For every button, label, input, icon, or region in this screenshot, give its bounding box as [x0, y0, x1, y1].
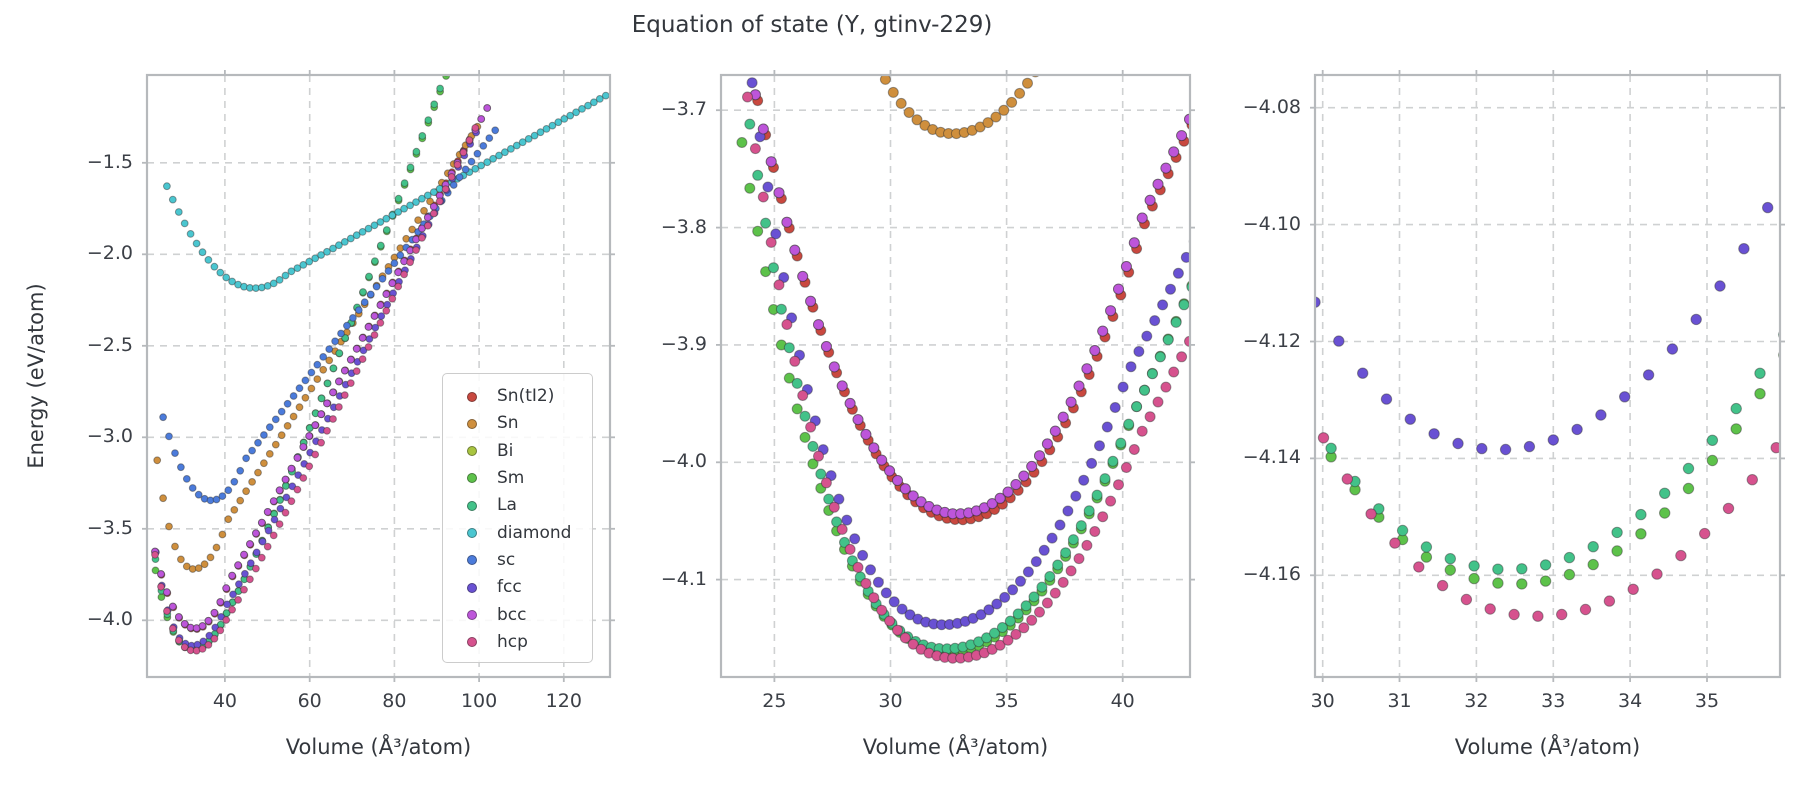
ytick-label-mid-zoom: −3.7: [660, 98, 707, 121]
legend-item-sc: sc: [467, 547, 584, 574]
legend-item-hcp: hcp: [467, 629, 584, 656]
axes-spines: [719, 73, 1192, 679]
legend-item-label: Bi: [497, 440, 514, 461]
series-la: [740, 75, 1190, 655]
series-sn: [153, 122, 482, 573]
panel-overview: [142, 70, 615, 682]
legend-item-label: Sm: [497, 467, 525, 488]
xtick-label-overview: 100: [460, 690, 498, 712]
legend: Sn(tI2) Sn Bi Sm La diamond sc fcc bcc hcp: [442, 373, 593, 663]
xtick-label-overview: 40: [212, 690, 238, 712]
legend-marker-icon: [467, 582, 477, 593]
legend-item-label: Sn(tI2): [497, 386, 555, 406]
axes-spines: [145, 73, 612, 679]
ytick-label-min-zoom: −4.16: [1242, 563, 1301, 586]
x-axis-label-min-zoom: Volume (Å³/atom): [1454, 735, 1641, 759]
legend-marker-icon: [467, 446, 477, 457]
series-diamond: [163, 91, 610, 293]
series-sm: [1325, 350, 1780, 590]
ytick-label-min-zoom: −4.10: [1242, 212, 1301, 235]
series-hcp: [151, 124, 480, 655]
legend-marker-icon: [467, 555, 477, 566]
legend-item-label: bcc: [497, 604, 527, 625]
ytick-label-min-zoom: −4.14: [1242, 446, 1301, 469]
xtick-label-mid-zoom: 35: [994, 690, 1019, 712]
legend-item-fcc: fcc: [467, 574, 584, 601]
series-bcc: [749, 89, 1190, 520]
legend-marker-icon: [467, 637, 477, 648]
panel-min-zoom: [1310, 70, 1785, 682]
series-fcc: [746, 77, 1190, 631]
legend-item-label: hcp: [497, 631, 528, 652]
legend-marker-icon: [467, 528, 477, 539]
legend-marker-icon: [467, 391, 477, 402]
xtick-label-overview: 120: [545, 690, 582, 712]
ytick-label-overview: −3.5: [86, 516, 133, 539]
series-bcc: [151, 104, 492, 633]
xtick-label-overview: 60: [297, 690, 322, 712]
xtick-label-mid-zoom: 25: [762, 690, 787, 712]
legend-item-label: Sn: [497, 413, 519, 434]
legend-item-la: La: [467, 492, 584, 519]
ytick-label-overview: −2.0: [86, 242, 133, 265]
x-axis-label-mid-zoom: Volume (Å³/atom): [862, 735, 1049, 759]
legend-item-label: La: [497, 495, 517, 516]
legend-item-bcc: bcc: [467, 602, 584, 629]
ytick-label-mid-zoom: −3.9: [660, 332, 707, 355]
ytick-label-overview: −1.5: [86, 150, 133, 173]
ytick-label-overview: −3.0: [86, 425, 133, 448]
legend-item-label: diamond: [497, 522, 572, 543]
series-fcc: [1315, 201, 1774, 456]
xtick-label-min-zoom: 35: [1694, 690, 1720, 712]
series-hcp: [1317, 432, 1780, 622]
xtick-label-mid-zoom: 40: [1110, 690, 1135, 712]
ytick-label-overview: −2.5: [86, 333, 133, 356]
series-la: [1325, 330, 1780, 575]
legend-item-sm: Sm: [467, 465, 584, 492]
ytick-label-overview: −4.0: [86, 608, 133, 631]
xtick-label-min-zoom: 30: [1310, 690, 1335, 712]
y-axis-label: Energy (eV/atom): [24, 283, 48, 469]
xtick-label-min-zoom: 31: [1387, 690, 1412, 712]
ytick-label-min-zoom: −4.12: [1242, 329, 1301, 352]
legend-item-bi: Bi: [467, 438, 584, 465]
ytick-label-mid-zoom: −4.1: [660, 567, 707, 590]
series-hcp: [742, 91, 1190, 664]
legend-marker-icon: [467, 610, 477, 621]
legend-marker-icon: [467, 473, 477, 484]
xtick-label-mid-zoom: 30: [878, 690, 903, 712]
xtick-label-min-zoom: 32: [1464, 690, 1489, 712]
xtick-label-overview: 80: [382, 690, 407, 712]
ytick-label-mid-zoom: −3.8: [660, 215, 707, 238]
legend-item-label: fcc: [497, 577, 522, 598]
xtick-label-min-zoom: 33: [1541, 690, 1566, 712]
ytick-label-min-zoom: −4.08: [1242, 95, 1301, 118]
ytick-label-mid-zoom: −4.0: [660, 450, 707, 473]
legend-item-label: sc: [497, 549, 516, 570]
legend-item-sn: Sn: [467, 410, 584, 437]
legend-item-sn-ti2-: Sn(tI2): [467, 383, 584, 410]
x-axis-label-overview: Volume (Å³/atom): [285, 735, 472, 759]
chart-title: Equation of state (Y, gtinv-229): [631, 12, 993, 38]
legend-marker-icon: [467, 418, 477, 429]
axes-spines: [1313, 73, 1782, 679]
legend-marker-icon: [467, 500, 477, 511]
panel-mid-zoom: [716, 70, 1195, 682]
series-sn: [879, 75, 1040, 140]
xtick-label-min-zoom: 34: [1618, 690, 1643, 712]
legend-item-diamond: diamond: [467, 520, 584, 547]
